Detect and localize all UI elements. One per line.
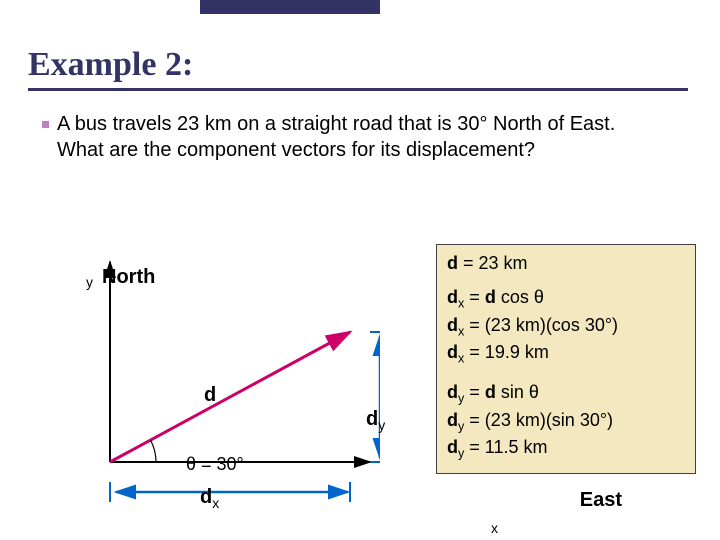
dy-label: dy: [366, 408, 385, 433]
calc-dy1: dy = d sin θ: [447, 380, 685, 408]
problem-block: A bus travels 23 km on a straight road t…: [28, 111, 692, 163]
calc-dy3: dy = 11.5 km: [447, 435, 685, 463]
y-axis-label: y: [86, 274, 93, 290]
calc-dx1: dx = d cos θ: [447, 285, 685, 313]
calc-dy2: dy = (23 km)(sin 30°): [447, 408, 685, 436]
east-label: East: [580, 489, 622, 512]
dx-label: dx: [200, 486, 219, 511]
problem-text: A bus travels 23 km on a straight road t…: [57, 111, 657, 163]
slide-title: Example 2:: [28, 46, 692, 84]
calc-dx2: dx = (23 km)(cos 30°): [447, 313, 685, 341]
theta-label: θ = 30°: [186, 454, 244, 475]
calc-d: d = 23 km: [447, 251, 685, 275]
north-label: North: [102, 266, 155, 289]
angle-arc: [151, 440, 156, 462]
d-vector-label: d: [204, 384, 216, 407]
slide: Example 2: A bus travels 23 km on a stra…: [0, 0, 720, 540]
bullet-icon: [42, 121, 49, 128]
decorative-top-bar: [200, 0, 380, 14]
calc-dx3: dx = 19.9 km: [447, 340, 685, 368]
calculation-box: d = 23 km dx = d cos θ dx = (23 km)(cos …: [436, 244, 696, 474]
title-underline: [28, 88, 688, 91]
d-vector: [110, 332, 350, 462]
x-axis-label: x: [491, 520, 498, 536]
